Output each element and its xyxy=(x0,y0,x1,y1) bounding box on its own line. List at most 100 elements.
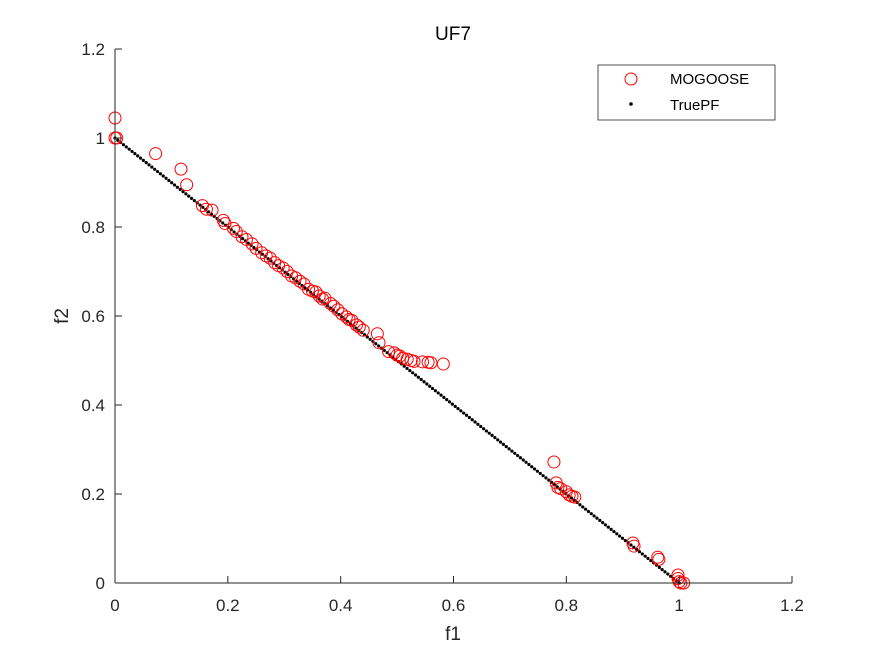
truepf-point xyxy=(493,436,497,440)
truepf-point xyxy=(660,567,664,572)
mogoose-point xyxy=(407,354,421,368)
mogoose-point xyxy=(551,480,565,494)
truepf-point xyxy=(569,496,574,500)
truepf-point xyxy=(252,245,256,250)
truepf-point xyxy=(419,377,423,382)
truepf-point xyxy=(666,572,670,576)
truepf-point xyxy=(592,514,596,518)
truepf-point xyxy=(521,458,525,462)
y-tick-label: 1 xyxy=(96,129,105,148)
truepf-point xyxy=(507,447,511,451)
chart-title: UF7 xyxy=(435,24,471,45)
x-tick-label: 1 xyxy=(674,596,683,615)
truepf-point xyxy=(612,529,616,534)
mogoose-point xyxy=(293,274,307,288)
truepf-point xyxy=(240,237,245,241)
truepf-point xyxy=(172,183,177,187)
truepf-point xyxy=(476,422,480,426)
mogoose-point xyxy=(562,488,576,502)
truepf-point xyxy=(598,518,602,522)
truepf-point xyxy=(510,449,514,453)
truepf-point xyxy=(141,158,145,162)
truepf-point xyxy=(453,404,457,408)
truepf-point xyxy=(328,306,333,310)
legend: MOGOOSE TruePF xyxy=(597,64,776,121)
truepf-point xyxy=(430,386,435,391)
truepf-point xyxy=(161,174,165,178)
truepf-point xyxy=(490,433,494,438)
truepf-point xyxy=(504,444,508,449)
mogoose-point xyxy=(651,550,665,564)
legend-marker-truepf xyxy=(629,102,633,106)
truepf-point xyxy=(365,335,369,339)
mogoose-point xyxy=(627,539,641,553)
truepf-point xyxy=(459,409,463,413)
y-tick-label: 0.8 xyxy=(81,218,105,237)
truepf-point xyxy=(663,570,667,574)
mogoose-point xyxy=(393,349,407,363)
truepf-point xyxy=(116,138,120,142)
mogoose-point xyxy=(424,356,438,370)
truepf-point xyxy=(623,538,627,543)
x-tick-label: 0.8 xyxy=(555,596,579,615)
truepf-point xyxy=(246,241,250,245)
truepf-point xyxy=(181,190,185,194)
mogoose-point xyxy=(312,289,326,303)
truepf-point xyxy=(178,187,182,192)
truepf-point xyxy=(532,467,537,471)
truepf-point xyxy=(581,505,585,509)
truepf-point xyxy=(221,221,225,225)
truepf-point xyxy=(206,210,211,214)
mogoose-point xyxy=(652,552,666,566)
truepf-point xyxy=(609,527,613,531)
truepf-point xyxy=(130,149,134,154)
y-tick-label: 0.4 xyxy=(81,396,105,415)
truepf-point xyxy=(439,393,443,397)
truepf-point xyxy=(603,523,608,527)
truepf-point xyxy=(189,196,194,200)
truepf-point xyxy=(436,391,440,395)
mogoose-point xyxy=(415,355,429,369)
truepf-point xyxy=(467,415,471,420)
x-tick-label: 0.6 xyxy=(442,596,466,615)
truepf-point xyxy=(445,398,449,402)
truepf-point xyxy=(442,395,446,399)
truepf-point xyxy=(340,315,344,319)
truepf-point xyxy=(589,512,593,516)
truepf-point xyxy=(433,389,437,393)
truepf-point xyxy=(428,384,432,388)
truepf-point xyxy=(422,380,426,384)
truepf-point xyxy=(620,536,625,540)
truepf-point xyxy=(615,532,619,536)
mogoose-point xyxy=(245,237,259,251)
truepf-point xyxy=(377,344,381,348)
mogoose-point xyxy=(547,455,561,469)
truepf-point xyxy=(133,152,137,156)
truepf-point xyxy=(184,192,188,196)
truepf-point xyxy=(601,521,605,525)
truepf-point xyxy=(408,368,412,373)
truepf-point xyxy=(479,424,483,429)
truepf-point xyxy=(150,165,154,169)
truepf-point xyxy=(481,427,486,431)
truepf-point xyxy=(541,474,545,478)
axes: 0 0.2 0.4 0.6 0.8 1 1.2 0 0.2 0.4 0.6 0.8 1 1.2 xyxy=(81,40,803,615)
truepf-point xyxy=(266,257,270,261)
truepf-point xyxy=(402,364,406,368)
truepf-point xyxy=(416,375,420,379)
truepf-point xyxy=(187,194,191,198)
truepf-point xyxy=(518,456,523,460)
truepf-point xyxy=(127,147,131,151)
legend-marker-mogoose xyxy=(624,72,638,86)
mogoose-point xyxy=(110,131,124,145)
truepf-point xyxy=(260,252,265,256)
truepf-point xyxy=(153,167,157,171)
truepf-point xyxy=(632,545,636,549)
truepf-point xyxy=(606,525,610,529)
truepf-point xyxy=(646,556,650,561)
truepf-point xyxy=(530,465,534,469)
truepf-point xyxy=(544,476,548,480)
truepf-point xyxy=(487,431,491,435)
truepf-point xyxy=(555,485,559,489)
